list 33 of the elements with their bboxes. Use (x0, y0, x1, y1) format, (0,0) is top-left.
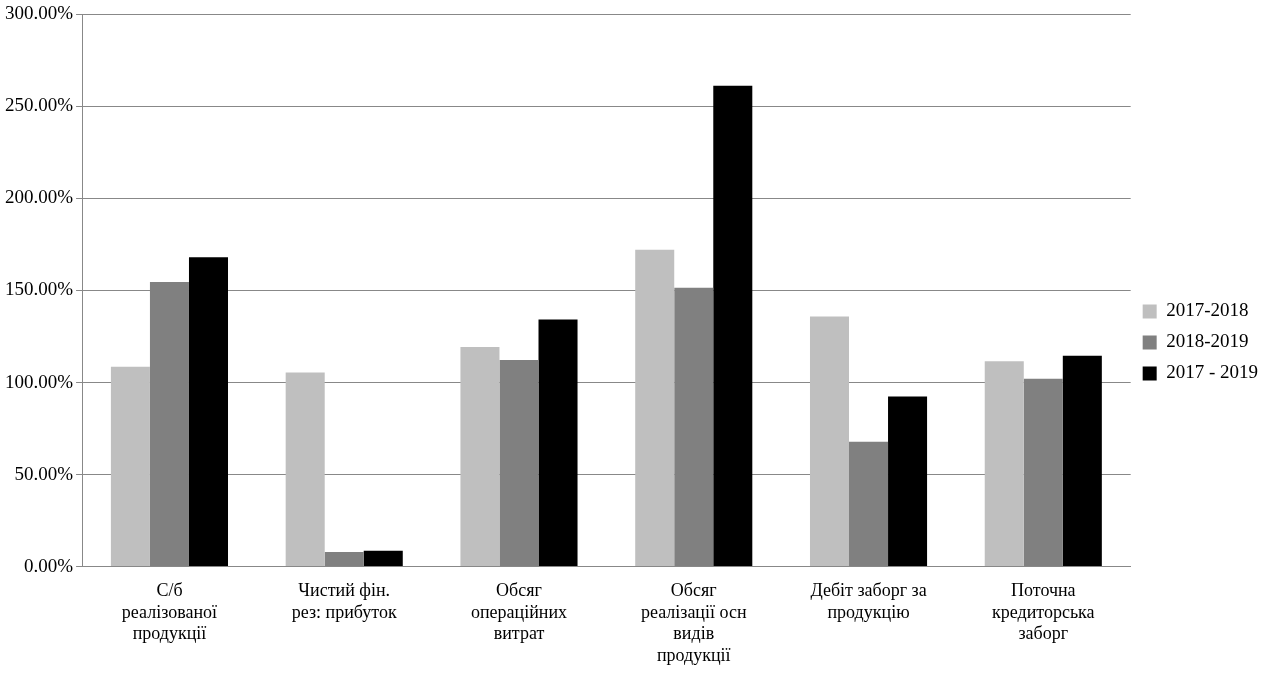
bar (713, 85, 753, 567)
x-tick-label: С/б реалізованої продукції (121, 580, 218, 644)
y-tick-label: 200.00% (5, 186, 74, 208)
bar (499, 359, 539, 567)
bar (984, 361, 1024, 567)
bar (285, 372, 325, 567)
legend-label: 2017-2018 (1166, 299, 1249, 321)
x-tick-label: Чистий фін. рез: прибуток (291, 580, 397, 622)
bar (110, 366, 150, 567)
y-tick-label: 50.00% (14, 462, 74, 484)
x-tick-label: Поточна кредиторська заборг (992, 580, 1095, 644)
bar (363, 550, 403, 567)
bar (849, 441, 889, 567)
bar (538, 319, 578, 567)
bar (460, 347, 500, 567)
bar (888, 396, 928, 567)
y-tick-label: 250.00% (5, 94, 74, 116)
x-tick-label: Дебіт заборг за продукцію (810, 580, 927, 622)
x-tick-label: Обсяг реалізації осн видів продукції (640, 580, 747, 665)
bar (1062, 355, 1102, 567)
bar (188, 257, 229, 567)
bar (1023, 378, 1063, 567)
legend-label: 2017 - 2019 (1166, 361, 1258, 383)
y-tick-label: 100.00% (5, 370, 74, 392)
bar (674, 287, 714, 567)
x-tick-label: Обсяг операційних витрат (470, 580, 568, 644)
bar (324, 551, 364, 567)
y-tick-label: 0.00% (24, 554, 74, 576)
y-tick-label: 150.00% (5, 278, 74, 300)
bar (635, 249, 675, 567)
legend-label: 2018-2019 (1166, 330, 1249, 352)
y-tick-label: 300.00% (5, 2, 74, 24)
bar (809, 316, 850, 567)
